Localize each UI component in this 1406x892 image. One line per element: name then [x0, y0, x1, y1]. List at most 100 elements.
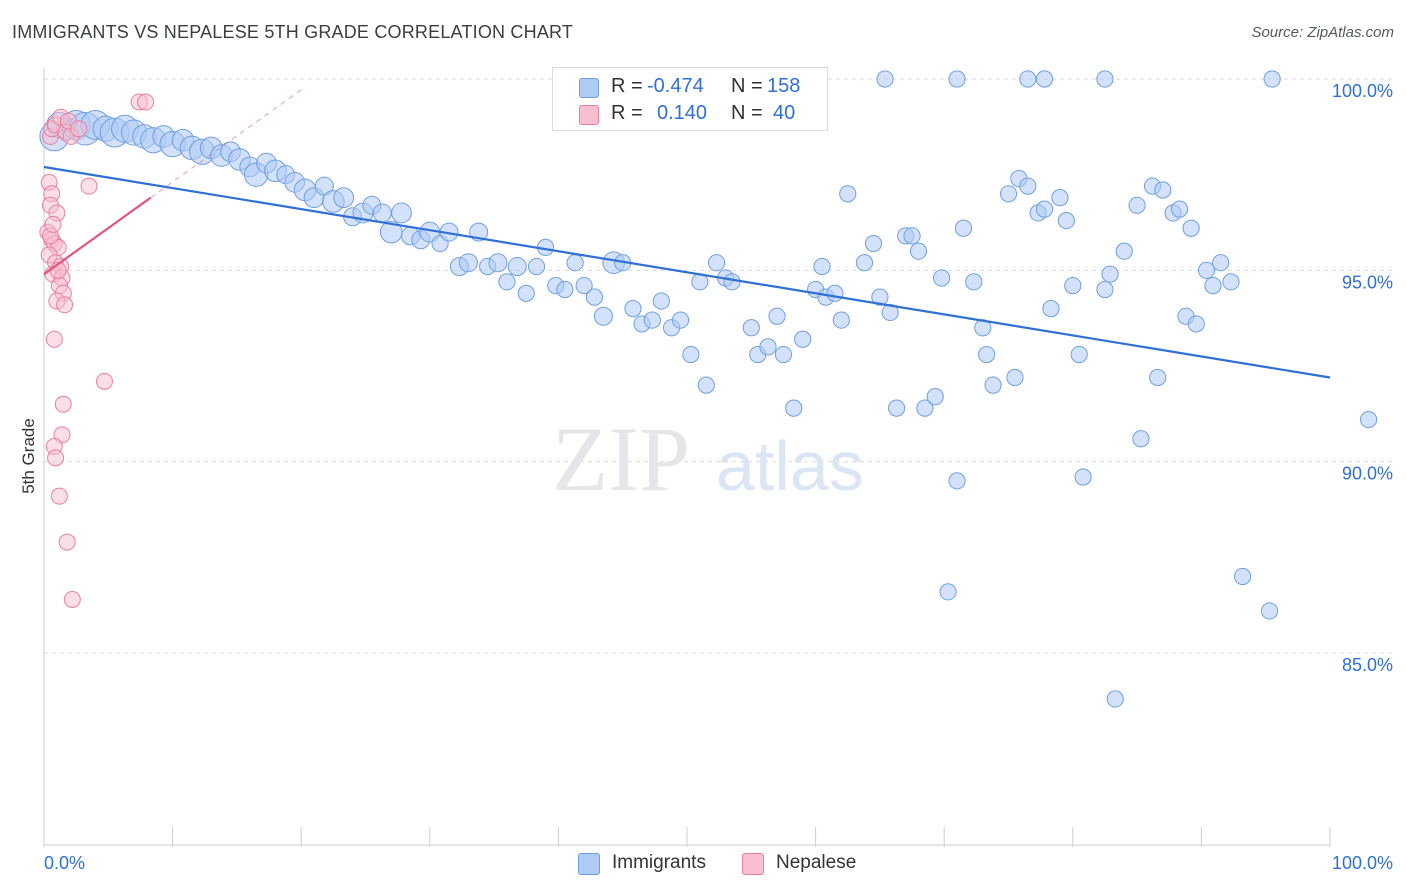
- immigrants-point: [839, 185, 857, 203]
- watermark-atlas: atlas: [716, 427, 864, 505]
- immigrants-point: [1035, 70, 1054, 88]
- immigrants-point: [1115, 242, 1133, 260]
- immigrants-point: [1154, 181, 1172, 199]
- immigrants-point: [1064, 277, 1082, 295]
- immigrants-point: [1035, 200, 1054, 218]
- immigrants-point: [948, 70, 966, 88]
- y-tick-label: 85.0%: [1342, 655, 1393, 675]
- immigrants-point: [723, 273, 741, 291]
- immigrants-point: [1128, 196, 1146, 214]
- x-tick-label: 100.0%: [1332, 853, 1393, 873]
- immigrants-point: [954, 219, 973, 237]
- trend-lines: [43, 89, 1331, 379]
- immigrants-point: [1042, 300, 1060, 318]
- immigrants-point: [671, 311, 690, 329]
- nepalese-point: [70, 120, 88, 138]
- x-tick-label: 0.0%: [44, 853, 85, 873]
- nepalese-swatch: [579, 105, 599, 125]
- immigrants-point: [507, 257, 527, 277]
- immigrants-point: [999, 185, 1018, 203]
- immigrants-point: [855, 254, 874, 272]
- immigrants-point: [1051, 189, 1069, 207]
- immigrants-point: [888, 399, 906, 417]
- nepalese-point: [44, 215, 62, 233]
- nepalese-point: [80, 177, 98, 195]
- immigrants-point: [948, 472, 966, 490]
- immigrants-point: [333, 187, 355, 209]
- immigrants-point: [1101, 265, 1119, 283]
- immigrants-point: [1359, 411, 1378, 429]
- legend-label-nepalese: Nepalese: [776, 852, 857, 873]
- immigrants-point: [498, 273, 516, 291]
- immigrants-point: [652, 292, 670, 310]
- y-tick-label: 95.0%: [1342, 272, 1393, 292]
- y-tick-label: 100.0%: [1332, 81, 1393, 101]
- series-legend: Immigrants Nepalese: [0, 850, 1406, 880]
- watermark: ZIP atlas: [552, 408, 864, 510]
- immigrants-point: [575, 277, 593, 295]
- immigrants-point: [585, 288, 604, 306]
- legend-r-label: R =: [611, 75, 643, 97]
- immigrants-point: [1096, 280, 1114, 299]
- immigrants-point: [916, 399, 934, 417]
- immigrants-point: [556, 280, 574, 299]
- nepalese-point: [95, 372, 113, 390]
- immigrants-point: [881, 303, 899, 322]
- immigrants-point: [939, 583, 957, 601]
- immigrants-point: [864, 234, 883, 253]
- immigrants-point: [903, 227, 921, 245]
- immigrants-point: [566, 254, 584, 272]
- immigrants-point: [624, 300, 642, 318]
- immigrants-point: [1182, 219, 1200, 237]
- immigrants-point: [1263, 70, 1281, 88]
- immigrants-point: [742, 319, 760, 337]
- legend-n-value: 158: [767, 75, 801, 97]
- immigrants-point: [768, 307, 786, 325]
- y-tick-label: 90.0%: [1342, 464, 1393, 484]
- immigrants-point: [1019, 177, 1037, 195]
- immigrants-point: [643, 311, 661, 329]
- watermark-zip: ZIP: [552, 408, 690, 510]
- immigrants-point: [1149, 368, 1167, 387]
- immigrants-point: [909, 242, 928, 260]
- chart-source: Source: ZipAtlas.com: [1251, 24, 1394, 41]
- nepalese-point: [56, 296, 74, 314]
- immigrants-point: [933, 269, 951, 287]
- immigrants-point: [593, 306, 613, 326]
- nepalese-point: [58, 533, 76, 551]
- immigrants-point: [876, 70, 894, 88]
- nepalese-point: [50, 487, 68, 505]
- immigrants-point: [1204, 277, 1222, 295]
- immigrants-point: [813, 257, 831, 276]
- immigrants-point: [1057, 211, 1075, 230]
- immigrants-point: [926, 388, 944, 406]
- immigrants-series: [39, 70, 1378, 708]
- immigrants-swatch: [579, 78, 599, 98]
- nepalese-point: [137, 93, 155, 111]
- immigrants-point: [458, 253, 478, 273]
- nepalese-swatch: [742, 853, 764, 875]
- immigrants-point: [1170, 200, 1189, 218]
- legend-n-label: N =: [731, 102, 763, 124]
- immigrants-point: [517, 284, 535, 302]
- nepalese-trend-extension: [150, 89, 302, 199]
- nepalese-point: [45, 330, 63, 348]
- nepalese-trend-line: [43, 196, 152, 276]
- y-axis-label: 5th Grade: [19, 418, 38, 494]
- immigrants-point: [391, 202, 412, 224]
- immigrants-point: [527, 257, 546, 276]
- immigrants-point: [774, 345, 793, 364]
- nepalese-point: [63, 590, 81, 608]
- immigrants-point: [1006, 368, 1024, 387]
- immigrants-point: [1106, 690, 1124, 708]
- immigrants-point: [832, 311, 850, 329]
- immigrants-swatch: [578, 853, 600, 875]
- immigrants-point: [965, 273, 983, 291]
- immigrants-point: [488, 253, 508, 273]
- immigrants-point: [707, 254, 726, 272]
- immigrants-trend-line: [43, 165, 1331, 379]
- legend-n-value: 40: [773, 102, 796, 124]
- immigrants-point: [1222, 273, 1240, 291]
- immigrants-point: [785, 399, 803, 417]
